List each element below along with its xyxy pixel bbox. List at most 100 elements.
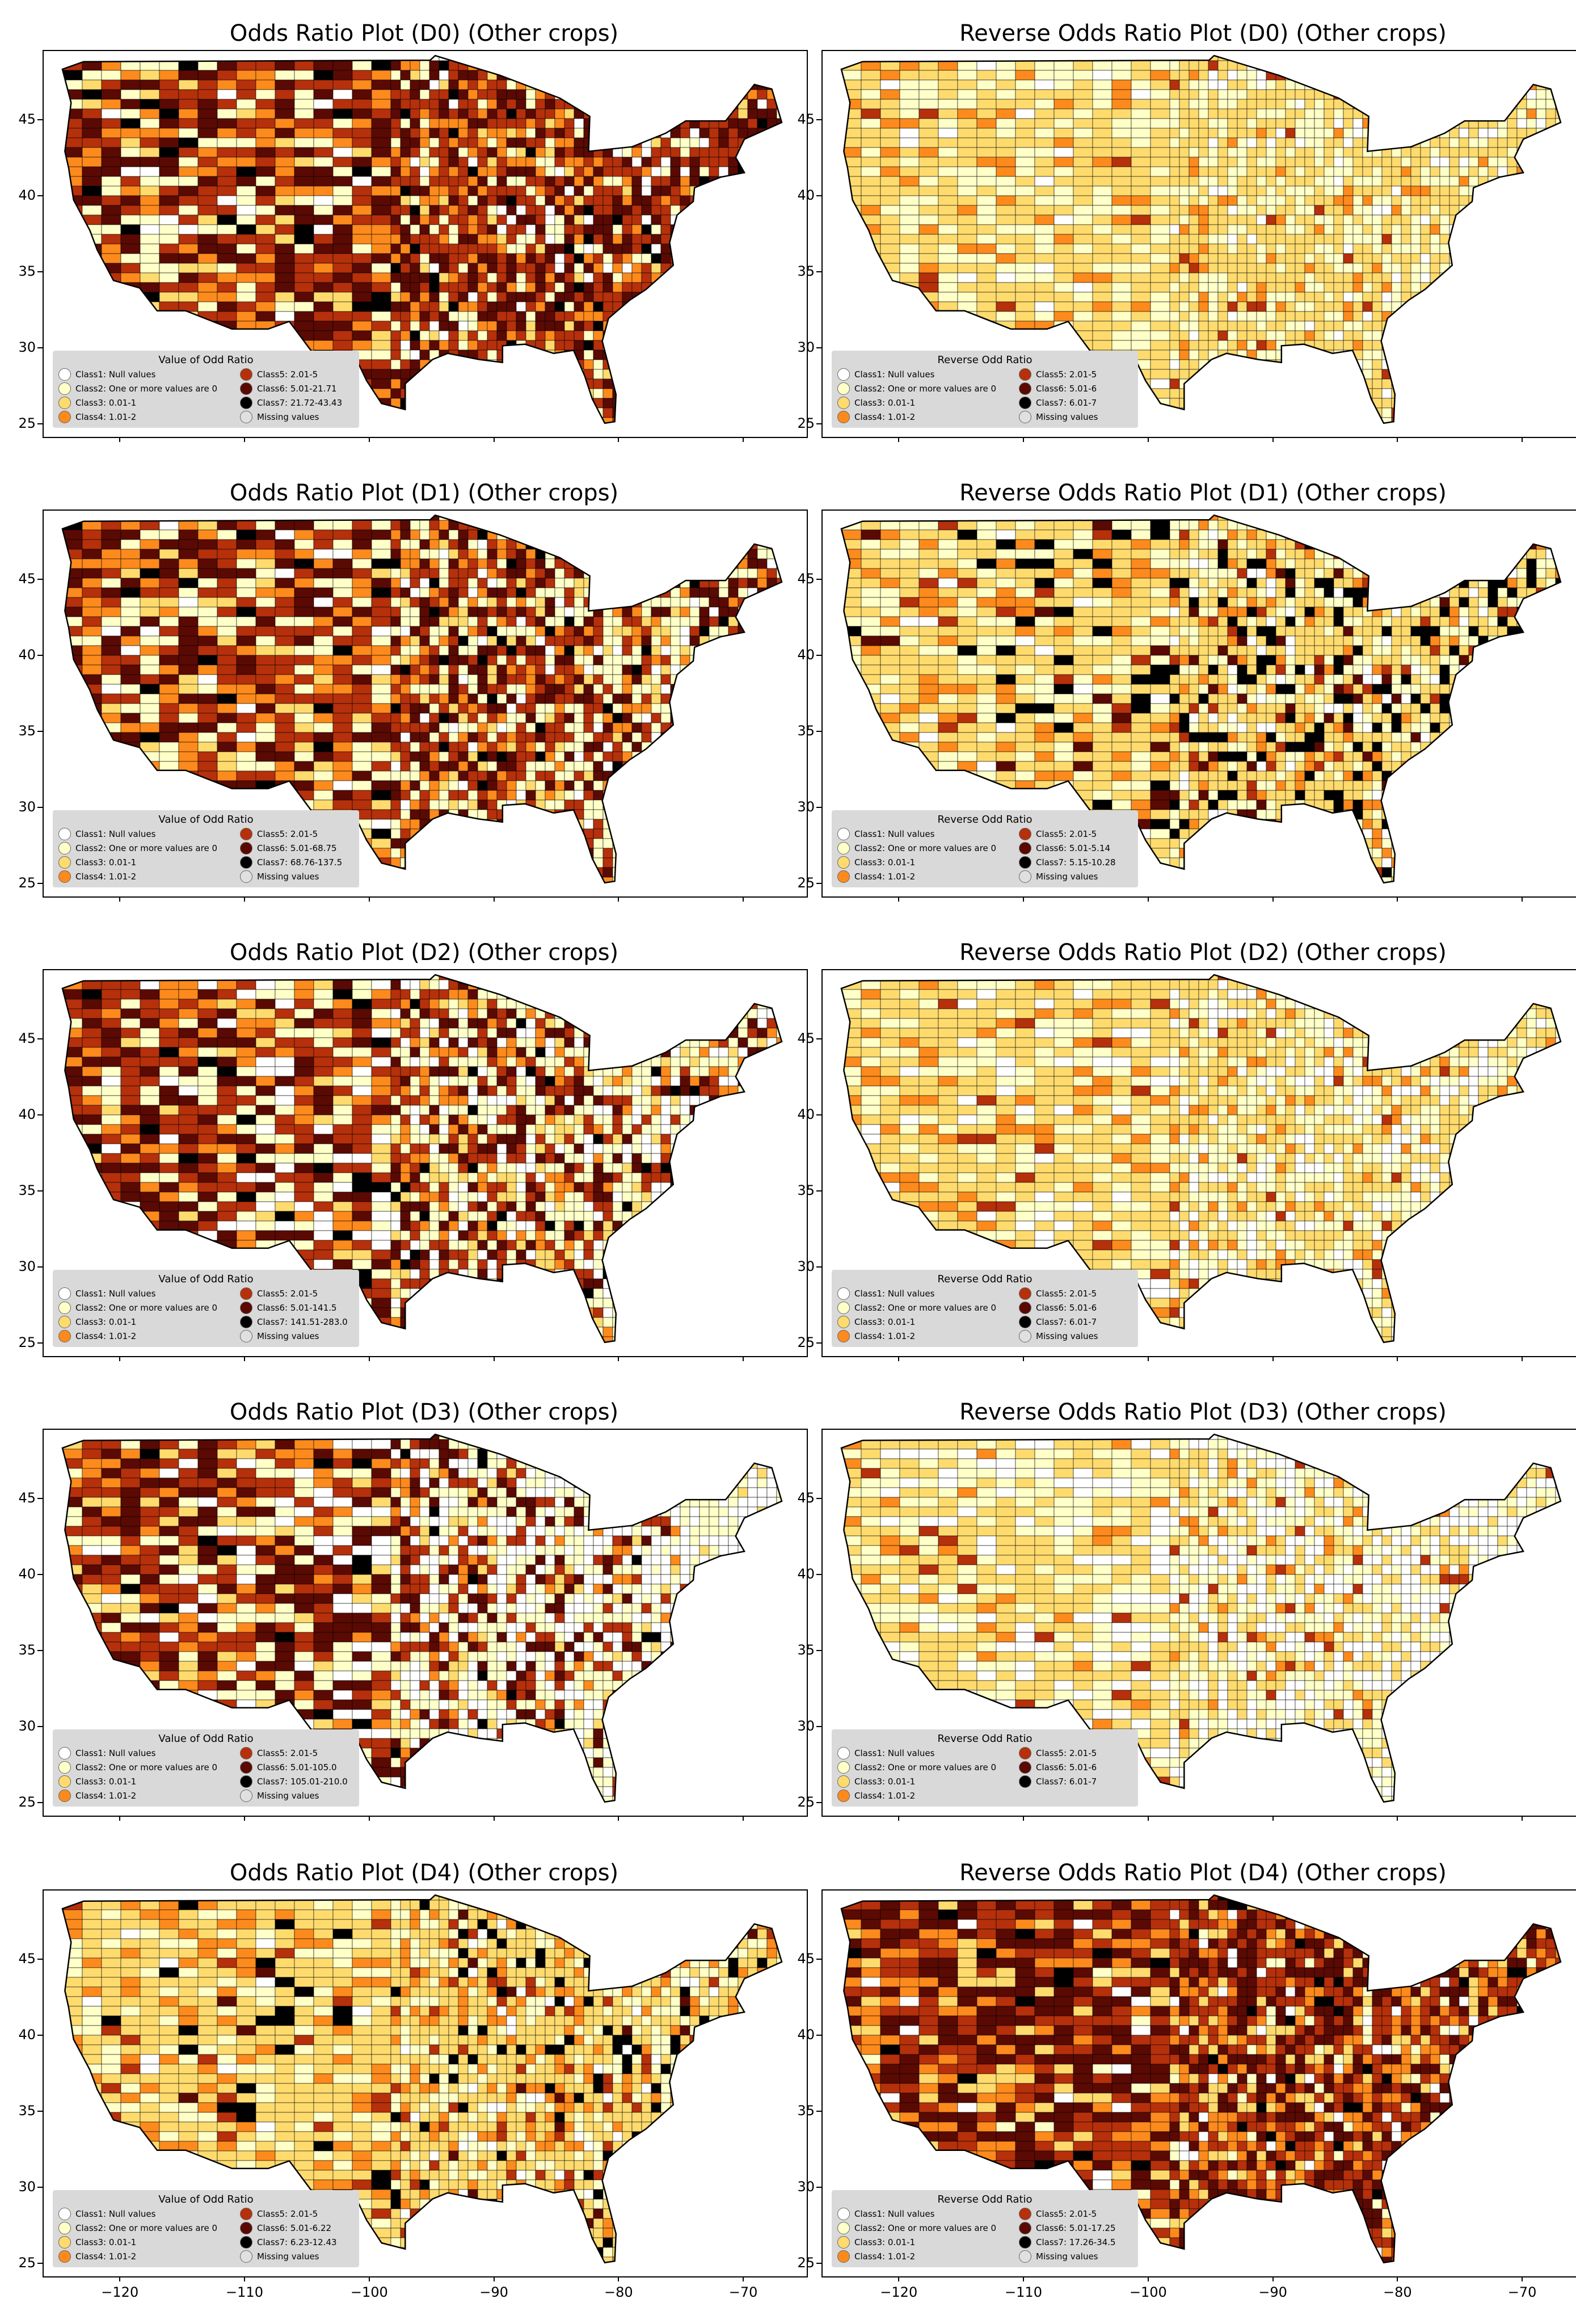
county-cell xyxy=(1381,388,1392,399)
county-cell xyxy=(841,128,862,138)
county-cell xyxy=(1497,157,1508,167)
county-cell xyxy=(1507,137,1518,148)
county-cell xyxy=(1381,108,1392,119)
county-cell xyxy=(255,89,276,100)
county-cell xyxy=(1131,224,1151,235)
county-cell xyxy=(352,108,372,119)
county-cell xyxy=(1478,263,1489,273)
county-cell xyxy=(1208,234,1219,245)
county-cell xyxy=(1420,330,1431,341)
county-cell xyxy=(1343,378,1354,389)
county-cell xyxy=(689,157,700,167)
county-cell xyxy=(786,234,796,244)
county-cell xyxy=(1246,388,1257,399)
county-cell xyxy=(1208,417,1219,423)
county-cell xyxy=(1169,137,1180,148)
county-cell xyxy=(1198,321,1209,331)
county-cell xyxy=(1401,214,1411,225)
county-cell xyxy=(1420,243,1431,254)
county-cell xyxy=(525,195,536,206)
county-cell xyxy=(583,263,594,273)
county-cell xyxy=(1275,79,1286,90)
county-cell xyxy=(938,311,958,322)
county-cell xyxy=(1545,56,1556,61)
county-cell xyxy=(699,359,710,370)
county-cell xyxy=(1565,148,1575,157)
county-cell xyxy=(602,234,613,245)
county-cell xyxy=(1246,417,1257,423)
county-cell xyxy=(477,417,488,423)
county-cell xyxy=(680,176,690,187)
county-cell xyxy=(419,89,430,100)
county-cell xyxy=(738,388,748,399)
county-cell xyxy=(1420,253,1431,264)
county-cell xyxy=(1131,272,1151,283)
county-cell xyxy=(1015,176,1035,187)
county-cell xyxy=(1073,427,1093,437)
county-cell xyxy=(728,388,739,399)
county-cell xyxy=(294,157,314,167)
county-cell xyxy=(535,79,546,90)
county-cell xyxy=(823,427,842,437)
county-cell xyxy=(738,282,748,293)
county-cell xyxy=(574,234,584,245)
county-cell xyxy=(449,427,458,437)
county-cell xyxy=(1246,79,1257,90)
county-cell xyxy=(1324,118,1334,129)
county-cell xyxy=(747,234,758,245)
county-cell xyxy=(1073,56,1093,61)
county-cell xyxy=(1401,60,1411,71)
county-cell xyxy=(747,166,758,177)
county-cell xyxy=(545,195,555,206)
county-cell xyxy=(496,301,507,312)
county-cell xyxy=(1536,224,1546,235)
county-cell xyxy=(1468,359,1479,370)
county-cell xyxy=(1507,195,1518,206)
county-cell xyxy=(1131,176,1151,187)
county-cell xyxy=(1275,378,1286,389)
county-cell xyxy=(1304,292,1315,302)
county-cell xyxy=(680,205,690,216)
county-cell xyxy=(1314,108,1325,119)
county-cell xyxy=(1169,56,1180,61)
county-cell xyxy=(1179,330,1190,341)
county-cell xyxy=(1314,79,1325,90)
county-cell xyxy=(1468,321,1479,331)
y-tick-mark xyxy=(37,423,43,424)
county-cell xyxy=(439,176,449,187)
county-cell xyxy=(236,108,256,119)
county-cell xyxy=(612,407,623,418)
county-cell xyxy=(448,70,459,81)
county-cell xyxy=(841,321,842,331)
county-cell xyxy=(390,166,401,177)
county-cell xyxy=(602,378,613,389)
county-cell xyxy=(400,176,411,187)
county-cell xyxy=(670,340,681,351)
county-cell xyxy=(660,388,671,399)
county-cell xyxy=(1420,292,1431,302)
y-tick-label: 25 xyxy=(7,415,36,431)
county-cell xyxy=(1487,398,1498,409)
county-cell xyxy=(1073,224,1093,235)
county-cell xyxy=(880,234,900,245)
county-cell xyxy=(439,243,449,254)
county-cell xyxy=(680,108,690,119)
county-cell xyxy=(439,263,449,273)
county-cell xyxy=(747,359,758,370)
county-cell xyxy=(332,99,353,110)
county-cell xyxy=(1487,272,1498,283)
county-cell xyxy=(400,60,411,71)
county-cell xyxy=(1169,60,1180,71)
county-cell xyxy=(1111,330,1132,341)
county-cell xyxy=(1198,388,1209,399)
county-cell xyxy=(766,263,777,273)
county-cell xyxy=(1507,292,1518,302)
county-cell xyxy=(1536,378,1546,389)
county-cell xyxy=(796,292,806,302)
county-cell xyxy=(82,89,102,100)
county-cell xyxy=(1468,272,1479,283)
county-cell xyxy=(1189,89,1199,100)
county-cell xyxy=(1237,301,1248,312)
county-cell xyxy=(1054,234,1074,245)
county-cell xyxy=(766,176,777,187)
